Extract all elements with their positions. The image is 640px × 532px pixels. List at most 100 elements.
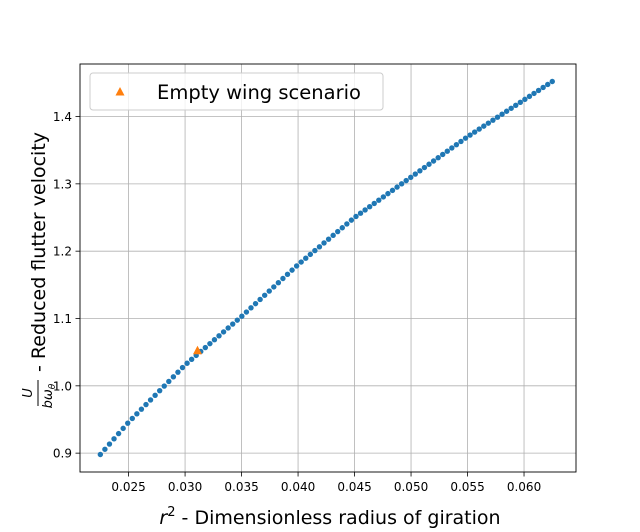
data-point (531, 90, 537, 97)
y-tick-label: 1.0 (53, 379, 72, 393)
data-point (129, 415, 135, 422)
data-point (248, 305, 254, 311)
data-point (380, 194, 387, 200)
y-tick-label: 1.1 (53, 312, 72, 326)
data-point (261, 292, 268, 298)
y-tick-label: 0.9 (53, 447, 72, 461)
data-point (252, 300, 259, 307)
data-point (462, 135, 469, 141)
x-axis-label-text: - Dimensionless radius of giration (176, 507, 501, 529)
x-tick-label: 0.050 (394, 480, 428, 494)
data-point (335, 228, 341, 235)
data-point (330, 232, 336, 239)
legend-marker-empty-wing (115, 87, 125, 96)
data-point (339, 225, 345, 231)
x-tick-label: 0.055 (450, 480, 484, 494)
legend-label-empty-wing: Empty wing scenario (157, 81, 361, 104)
data-point (535, 87, 542, 94)
x-axis-label: r2 - Dimensionless radius of giration (159, 505, 500, 529)
data-point (449, 145, 455, 151)
data-point (97, 451, 104, 458)
x-tick-label: 0.030 (168, 480, 202, 494)
data-point (476, 126, 482, 132)
data-point (522, 96, 528, 103)
data-point (257, 296, 263, 303)
data-point (499, 111, 505, 117)
data-point (398, 181, 405, 187)
data-point (453, 141, 460, 148)
axis-ticks: 0.025 0.030 0.035 0.040 0.045 0.050 0.055 0.060… (53, 110, 541, 494)
data-point (161, 383, 167, 389)
data-point (376, 197, 382, 203)
x-tick-label: 0.040 (281, 480, 315, 494)
data-point (385, 190, 391, 197)
data-point (234, 317, 240, 323)
data-point (115, 430, 122, 437)
data-point (417, 168, 423, 174)
data-point (106, 441, 113, 447)
data-point (102, 446, 108, 452)
y-tick-label: 1.2 (53, 245, 72, 259)
data-point (362, 207, 368, 213)
y-axis-label-denominator-main: bω (41, 389, 56, 408)
x-axis-label-variable: r (159, 507, 168, 529)
data-point (549, 78, 555, 85)
plot-background (80, 64, 576, 472)
data-point (138, 406, 145, 412)
data-point (175, 369, 181, 375)
data-point (202, 344, 209, 351)
data-point (426, 161, 432, 167)
data-point (485, 120, 492, 126)
data-point (517, 99, 524, 106)
y-axis-label-numerator: U (21, 388, 36, 398)
grid-lines (80, 64, 576, 472)
data-point (271, 284, 277, 290)
data-point (458, 138, 464, 145)
plot-frame (79, 63, 577, 473)
data-point (412, 171, 419, 177)
data-point (371, 200, 377, 207)
data-point (325, 236, 332, 242)
data-point (179, 364, 186, 371)
empty-wing-point (193, 345, 203, 355)
y-axis-label-denominator-sub: θ (48, 383, 58, 389)
data-point (275, 280, 282, 286)
data-point (125, 420, 131, 426)
data-point (280, 275, 286, 282)
data-point (147, 397, 154, 403)
data-point (312, 247, 318, 254)
data-point (188, 356, 195, 363)
data-point (471, 129, 478, 135)
data-point (216, 333, 222, 339)
data-point (394, 184, 400, 190)
data-point (545, 81, 551, 88)
data-point (143, 401, 149, 408)
x-axis-label-exponent: 2 (167, 505, 175, 520)
data-point (243, 309, 250, 315)
legend-box (89, 72, 384, 111)
data-point (207, 340, 213, 347)
y-axis-label-text: - Reduced flutter velocity (28, 132, 50, 378)
data-point (494, 114, 501, 120)
y-axis-label: U bωθ - Reduced flutter velocity (21, 132, 58, 408)
data-point (307, 251, 314, 258)
data-point (316, 244, 323, 250)
data-point (513, 102, 519, 109)
data-point (357, 210, 364, 216)
data-point (220, 329, 227, 335)
data-point (467, 132, 473, 138)
data-point (184, 360, 190, 366)
data-point (211, 337, 218, 343)
data-point (298, 259, 304, 265)
data-point (408, 174, 414, 181)
data-point (239, 313, 245, 319)
data-point (266, 288, 272, 294)
data-point (508, 105, 514, 111)
data-point (526, 93, 533, 100)
data-point (284, 271, 291, 278)
data-point (490, 117, 496, 123)
data-point (348, 217, 355, 223)
x-tick-label: 0.035 (224, 480, 258, 494)
data-point (134, 411, 140, 417)
